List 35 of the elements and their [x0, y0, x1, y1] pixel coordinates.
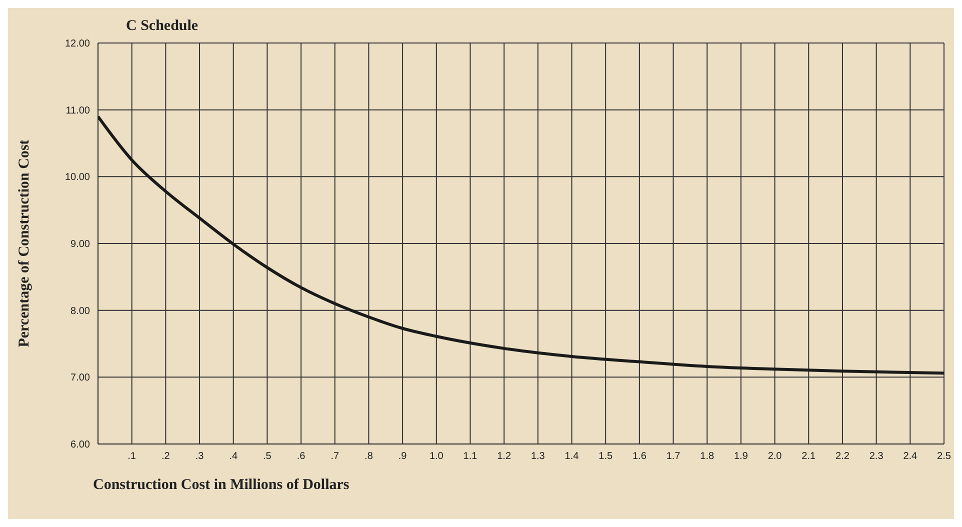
y-tick-label: 9.00 — [70, 239, 90, 250]
x-tick-label: .7 — [330, 451, 340, 462]
x-tick-label: 1.4 — [564, 451, 580, 462]
y-tick-label: 8.00 — [70, 306, 90, 317]
x-tick-label: 1.5 — [598, 451, 613, 462]
x-axis-title: Construction Cost in Millions of Dollars — [93, 477, 350, 493]
x-tick-label: 2.0 — [768, 451, 782, 462]
x-tick-label: .3 — [195, 451, 204, 462]
x-tick-label: 2.3 — [869, 451, 884, 462]
x-tick-label: 1.8 — [700, 451, 715, 462]
x-tick-label: 2.5 — [937, 451, 952, 462]
y-tick-label: 11.00 — [66, 105, 90, 116]
x-tick-label: .6 — [296, 451, 306, 462]
y-tick-label: 12.00 — [64, 38, 90, 50]
x-tick-label: .1 — [128, 451, 136, 462]
x-tick-label: 1.7 — [666, 451, 681, 462]
chart-title: C Schedule — [126, 18, 198, 35]
x-tick-label: 2.4 — [903, 451, 918, 462]
x-tick-label: 2.2 — [836, 451, 850, 462]
y-tick-label: 6.00 — [70, 440, 90, 451]
x-tick-label: .2 — [162, 451, 170, 462]
x-tick-label: 2.1 — [802, 451, 816, 462]
x-tick-label: 1.3 — [530, 451, 546, 462]
x-tick-label: 1.0 — [429, 451, 444, 462]
y-tick-label: 7.00 — [70, 372, 90, 384]
x-tick-label: .9 — [398, 451, 408, 462]
x-tick-label: .5 — [263, 451, 272, 462]
x-tick-label: 1.9 — [734, 451, 748, 462]
x-tick-label: 1.1 — [463, 451, 478, 462]
x-tick-label: 1.6 — [632, 451, 647, 462]
x-tick-label: 1.2 — [497, 451, 512, 462]
x-tick-label: .8 — [364, 451, 374, 462]
y-tick-label: 10.00 — [64, 172, 90, 184]
y-axis-title: Percentage of Construction Cost — [16, 140, 32, 348]
x-tick-label: .4 — [229, 451, 238, 462]
